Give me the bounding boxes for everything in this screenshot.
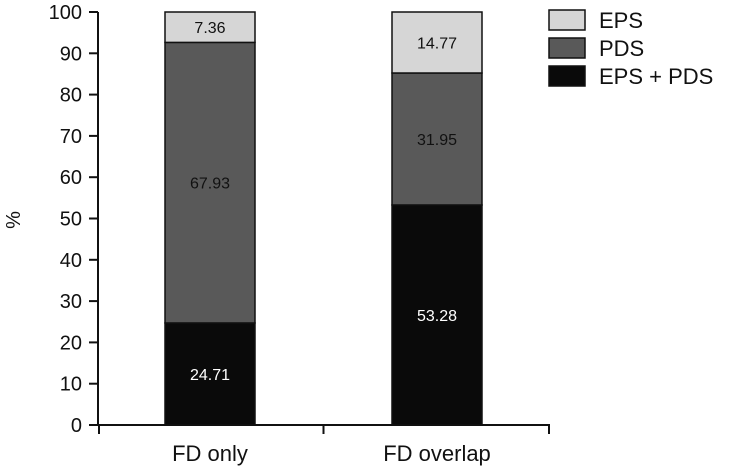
category-label: FD overlap [383,441,491,466]
bar-segment [164,322,256,426]
legend: EPS PDS EPS + PDS [548,8,713,89]
bars: 24.71 67.93 7.36 53.28 31.95 14.77 [164,11,483,426]
bar-segment [391,72,483,206]
data-label: 31.95 [417,132,457,149]
y-tick-label: 0 [71,415,82,437]
category-label: FD only [172,441,248,466]
bar-segment [164,11,256,44]
data-label: 53.28 [417,308,457,325]
bar-segment [164,41,256,324]
data-label: 14.77 [417,36,457,53]
y-axis: 0 10 20 30 40 50 60 70 80 90 100 [49,2,99,437]
y-tick-label: 30 [60,291,82,313]
x-axis: FD only FD overlap [98,424,550,466]
data-label: 7.36 [194,20,225,37]
y-tick-label: 10 [60,374,82,396]
y-tick-label: 100 [49,2,82,24]
bar-segment [391,204,483,426]
legend-label: EPS [599,8,643,33]
legend-label: EPS + PDS [599,64,713,89]
legend-swatch [548,65,586,87]
y-tick-label: 50 [60,209,82,231]
y-tick-label: 70 [60,126,82,148]
y-tick-label: 20 [60,332,82,354]
y-tick-label: 90 [60,43,82,65]
y-tick-label: 80 [60,85,82,107]
data-label: 67.93 [190,176,230,193]
y-tick-label: 40 [60,250,82,272]
y-tick-label: 60 [60,167,82,189]
y-axis-title: % [3,211,25,229]
legend-swatch [548,37,586,59]
legend-label: PDS [599,36,644,61]
bar-segment [391,11,483,74]
legend-swatch [548,9,586,31]
data-label: 24.71 [190,367,230,384]
